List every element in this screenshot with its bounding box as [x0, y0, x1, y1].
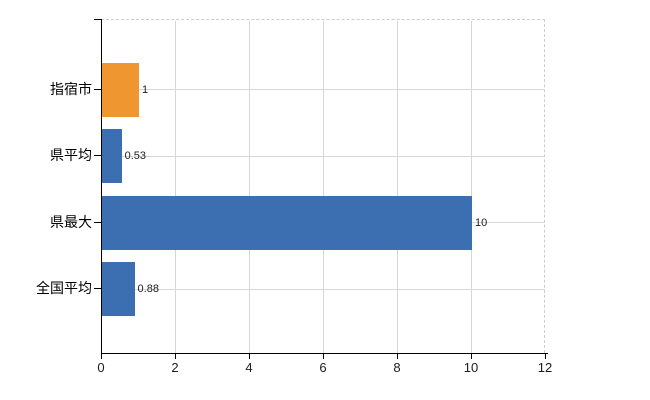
- x-tick: [249, 354, 250, 359]
- x-tick-label: 4: [245, 360, 253, 375]
- x-tick-label: 12: [537, 360, 553, 375]
- gridline-horizontal: [102, 155, 545, 157]
- bar: [102, 262, 135, 316]
- x-tick: [397, 354, 398, 359]
- gridline-vertical: [322, 21, 324, 354]
- gridline-vertical: [248, 21, 250, 354]
- category-label: 指宿市: [50, 80, 92, 97]
- gridline-horizontal: [102, 288, 545, 290]
- category-label: 県平均: [50, 147, 92, 163]
- y-tick: [94, 221, 101, 223]
- x-tick: [323, 354, 324, 359]
- x-tick-label: 2: [171, 360, 179, 375]
- plot-area: 1 0.53 10 0.88: [101, 19, 545, 354]
- gridline-vertical: [470, 21, 472, 354]
- y-tick: [94, 88, 101, 90]
- bar: [102, 62, 139, 117]
- gridline-horizontal: [102, 89, 545, 90]
- value-label: 0.53: [124, 150, 147, 162]
- bar: [102, 195, 472, 250]
- gridline-vertical: [174, 21, 176, 354]
- x-tick-label: 10: [463, 360, 479, 375]
- x-axis: [101, 353, 548, 354]
- y-tick: [94, 19, 101, 20]
- x-tick-label: 6: [319, 360, 327, 375]
- category-label: 県最大: [50, 213, 92, 230]
- gridline-vertical: [396, 21, 398, 354]
- x-tick-label: 0: [97, 360, 105, 375]
- y-axis: [101, 19, 102, 357]
- x-tick: [175, 354, 176, 359]
- value-label: 0.88: [137, 283, 159, 295]
- bar: [102, 129, 122, 183]
- x-tick: [545, 354, 546, 359]
- value-label: 1: [142, 83, 149, 96]
- x-tick: [471, 354, 472, 359]
- x-tick: [101, 354, 102, 359]
- category-label: 全国平均: [36, 280, 92, 296]
- y-tick: [94, 288, 101, 289]
- value-label: 10: [475, 216, 488, 229]
- y-tick: [94, 155, 101, 156]
- x-tick-label: 8: [393, 360, 401, 375]
